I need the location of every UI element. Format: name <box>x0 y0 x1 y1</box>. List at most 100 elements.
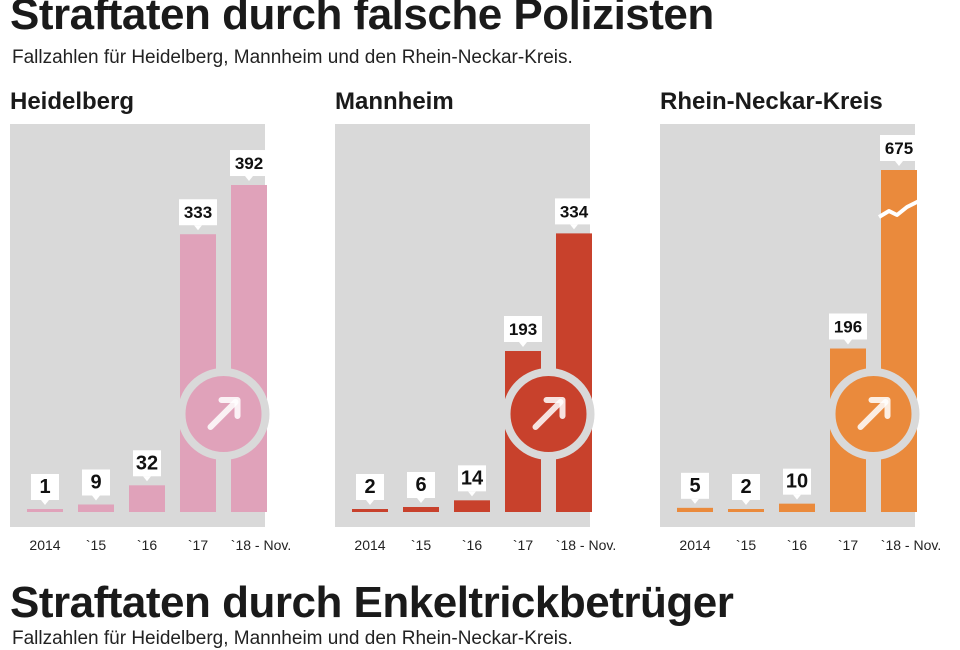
page-subtitle: Fallzahlen für Heidelberg, Mannheim und … <box>12 47 573 68</box>
data-label-text: 32 <box>136 452 158 474</box>
arrow-up-right-icon <box>502 368 595 460</box>
bar-15 <box>403 506 439 512</box>
panel-title-rhein-neckar: Rhein-Neckar-Kreis <box>660 88 883 115</box>
data-label-box <box>681 472 709 499</box>
data-label-box <box>133 450 161 477</box>
data-label-text: 9 <box>90 471 101 493</box>
data-label-text: 392 <box>235 154 263 173</box>
data-label-box <box>880 135 918 161</box>
data-label-text: 675 <box>885 139 913 158</box>
bar-2014 <box>352 509 388 512</box>
data-label-pointer <box>194 225 202 231</box>
data-label: 333 <box>179 199 217 231</box>
bar-16 <box>129 485 165 512</box>
data-label-box <box>179 199 217 226</box>
data-label-text: 14 <box>461 467 484 489</box>
data-label-text: 2 <box>740 476 751 498</box>
data-label-pointer <box>793 494 801 500</box>
data-label: 14 <box>458 465 486 497</box>
x-tick-label: `17 <box>188 537 208 553</box>
data-label-pointer <box>143 476 151 482</box>
x-tick-label: `16 <box>787 537 807 553</box>
x-tick-label: `16 <box>137 537 157 553</box>
data-label: 675 <box>880 135 918 166</box>
x-tick-label: `18 - Nov. <box>881 537 941 553</box>
data-label-box <box>458 465 486 492</box>
chart-panel-heidelberg: 1 2014 9 `15 32 `16 333 `17 392 `18 - Nov. <box>10 124 291 553</box>
data-label-text: 334 <box>560 202 589 221</box>
chart-panel-mannheim: 2 2014 6 `15 14 `16 193 `17 334 `18 - Nov. <box>335 124 616 553</box>
axis-break-mark <box>877 199 920 219</box>
data-label: 10 <box>783 468 811 500</box>
data-label-pointer <box>417 497 425 503</box>
x-tick-label: 2014 <box>354 537 385 553</box>
data-label-pointer <box>844 339 852 345</box>
data-label: 193 <box>504 316 542 348</box>
data-label-text: 2 <box>364 476 375 498</box>
data-label-box <box>31 474 59 500</box>
x-tick-label: `17 <box>513 537 533 553</box>
bar-15 <box>78 504 114 512</box>
next-section-title: Straftaten durch Enkeltrickbetrüger <box>10 578 734 627</box>
data-label-pointer <box>468 491 476 497</box>
data-label-box <box>407 471 435 498</box>
data-label-box <box>783 468 811 495</box>
x-tick-label: `16 <box>462 537 482 553</box>
data-label: 334 <box>555 198 593 230</box>
data-label-box <box>356 474 384 500</box>
data-label-text: 333 <box>184 203 212 222</box>
x-tick-label: `15 <box>736 537 756 553</box>
data-label: 196 <box>829 313 867 345</box>
panel-title-mannheim: Mannheim <box>335 88 454 115</box>
next-section-subtitle: Fallzahlen für Heidelberg, Mannheim und … <box>12 628 573 649</box>
x-tick-label: `15 <box>86 537 106 553</box>
data-label-text: 193 <box>509 320 537 339</box>
bar-16 <box>779 503 815 512</box>
data-label-box <box>555 198 593 225</box>
data-label-text: 6 <box>415 474 426 496</box>
data-label-pointer <box>41 500 49 505</box>
x-tick-label: 2014 <box>679 537 710 553</box>
data-label: 392 <box>230 150 268 182</box>
bar-16 <box>454 500 490 512</box>
arrow-up-right-icon <box>177 368 270 460</box>
data-label-box <box>82 469 110 496</box>
bar-2014 <box>677 507 713 512</box>
chart-background <box>660 124 915 527</box>
data-label-box <box>732 474 760 500</box>
data-label-box <box>504 316 542 343</box>
x-tick-label: 2014 <box>29 537 60 553</box>
data-label: 32 <box>133 450 161 482</box>
x-tick-label: `15 <box>411 537 431 553</box>
arrow-up-right-icon <box>827 368 920 460</box>
chart-panel-rhein_neckar: 5 2014 2 `15 10 `16 196 `17 675 `18 - Nov. <box>660 124 941 553</box>
bar-18Nov <box>231 185 267 512</box>
data-label-pointer <box>691 498 699 504</box>
data-label-pointer <box>366 500 374 505</box>
data-label-pointer <box>519 342 527 348</box>
x-tick-label: `17 <box>838 537 858 553</box>
data-label-pointer <box>245 176 253 182</box>
data-label-pointer <box>92 495 100 501</box>
data-label-text: 196 <box>834 318 862 337</box>
data-label-pointer <box>895 161 903 166</box>
data-label-text: 10 <box>786 471 808 493</box>
panel-title-heidelberg: Heidelberg <box>10 88 135 115</box>
data-label-text: 1 <box>39 476 50 498</box>
bar-18Nov <box>881 170 917 512</box>
data-label: 1 <box>31 474 59 505</box>
data-label: 2 <box>356 474 384 505</box>
x-tick-label: `18 - Nov. <box>231 537 291 553</box>
data-label-pointer <box>742 500 750 505</box>
data-label: 9 <box>82 469 110 501</box>
data-label-box <box>230 150 268 177</box>
data-label: 2 <box>732 474 760 505</box>
bar-15 <box>728 509 764 512</box>
data-label: 6 <box>407 471 435 503</box>
data-label-pointer <box>570 224 578 230</box>
data-label-box <box>829 313 867 340</box>
bar-2014 <box>27 509 63 512</box>
page-title: Straftaten durch falsche Polizisten <box>10 0 714 39</box>
x-tick-label: `18 - Nov. <box>556 537 616 553</box>
